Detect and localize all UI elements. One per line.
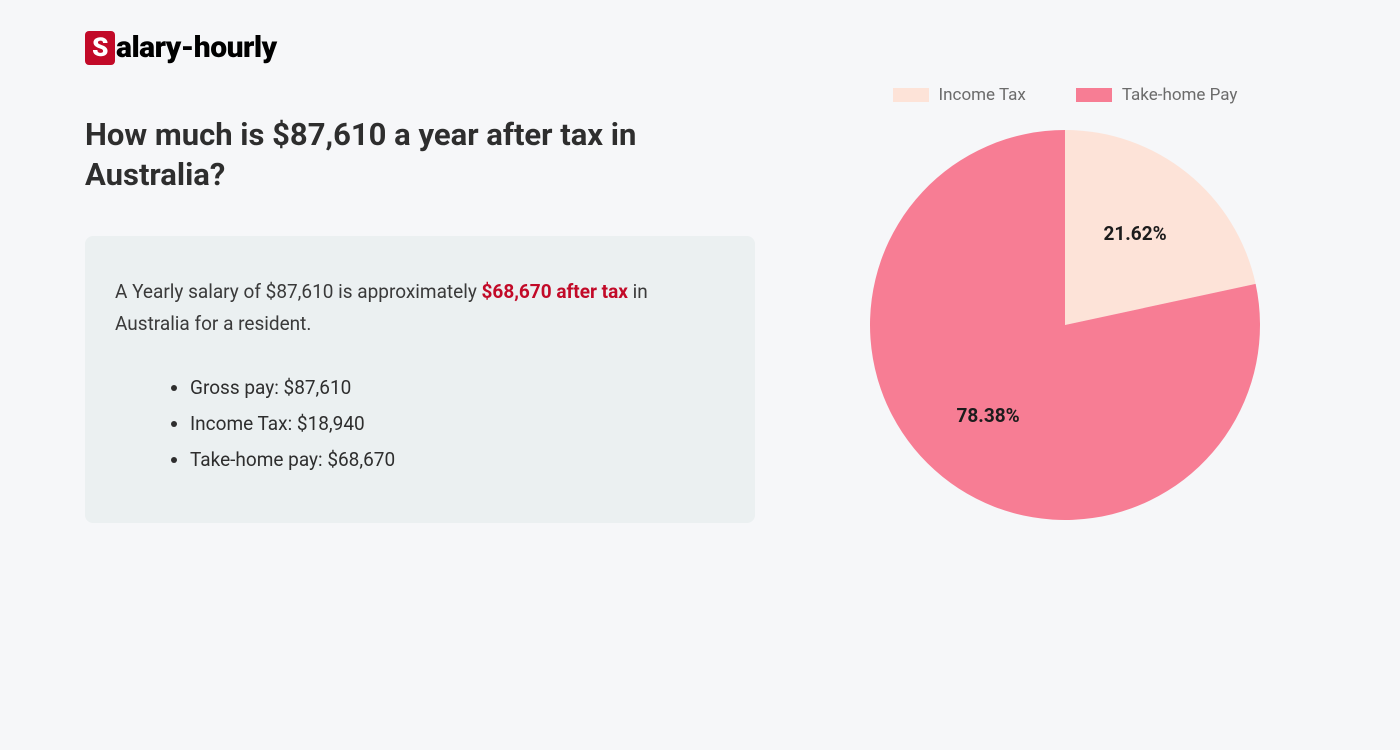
summary-prefix: A Yearly salary of $87,610 is approximat… xyxy=(115,280,482,303)
legend-label: Take-home Pay xyxy=(1122,85,1238,105)
legend-item-income-tax: Income Tax xyxy=(893,85,1026,105)
pie-slice-label-income-tax: 21.62% xyxy=(1103,222,1166,245)
page-title: How much is $87,610 a year after tax in … xyxy=(85,115,755,196)
legend-swatch xyxy=(1076,88,1112,102)
legend-label: Income Tax xyxy=(939,85,1026,105)
logo-text: alary-hourly xyxy=(116,30,277,65)
pie-chart: 21.62% 78.38% xyxy=(870,130,1260,520)
legend-item-take-home: Take-home Pay xyxy=(1076,85,1238,105)
summary-highlight: $68,670 after tax xyxy=(482,280,628,303)
summary-box: A Yearly salary of $87,610 is approximat… xyxy=(85,236,755,524)
chart-column: Income Tax Take-home Pay 21.62% 78.38% xyxy=(815,85,1315,523)
legend-swatch xyxy=(893,88,929,102)
list-item: Take-home pay: $68,670 xyxy=(190,442,725,478)
main-content: How much is $87,610 a year after tax in … xyxy=(85,115,1315,523)
chart-legend: Income Tax Take-home Pay xyxy=(893,85,1238,105)
summary-text: A Yearly salary of $87,610 is approximat… xyxy=(115,276,725,341)
pie-slice-label-take-home: 78.38% xyxy=(957,404,1020,427)
logo-badge: S xyxy=(85,31,115,65)
left-column: How much is $87,610 a year after tax in … xyxy=(85,115,755,523)
breakdown-list: Gross pay: $87,610 Income Tax: $18,940 T… xyxy=(115,370,725,478)
site-logo: Salary-hourly xyxy=(85,30,1315,65)
pie-svg xyxy=(870,130,1260,520)
page-container: Salary-hourly How much is $87,610 a year… xyxy=(0,0,1400,523)
list-item: Gross pay: $87,610 xyxy=(190,370,725,406)
list-item: Income Tax: $18,940 xyxy=(190,406,725,442)
